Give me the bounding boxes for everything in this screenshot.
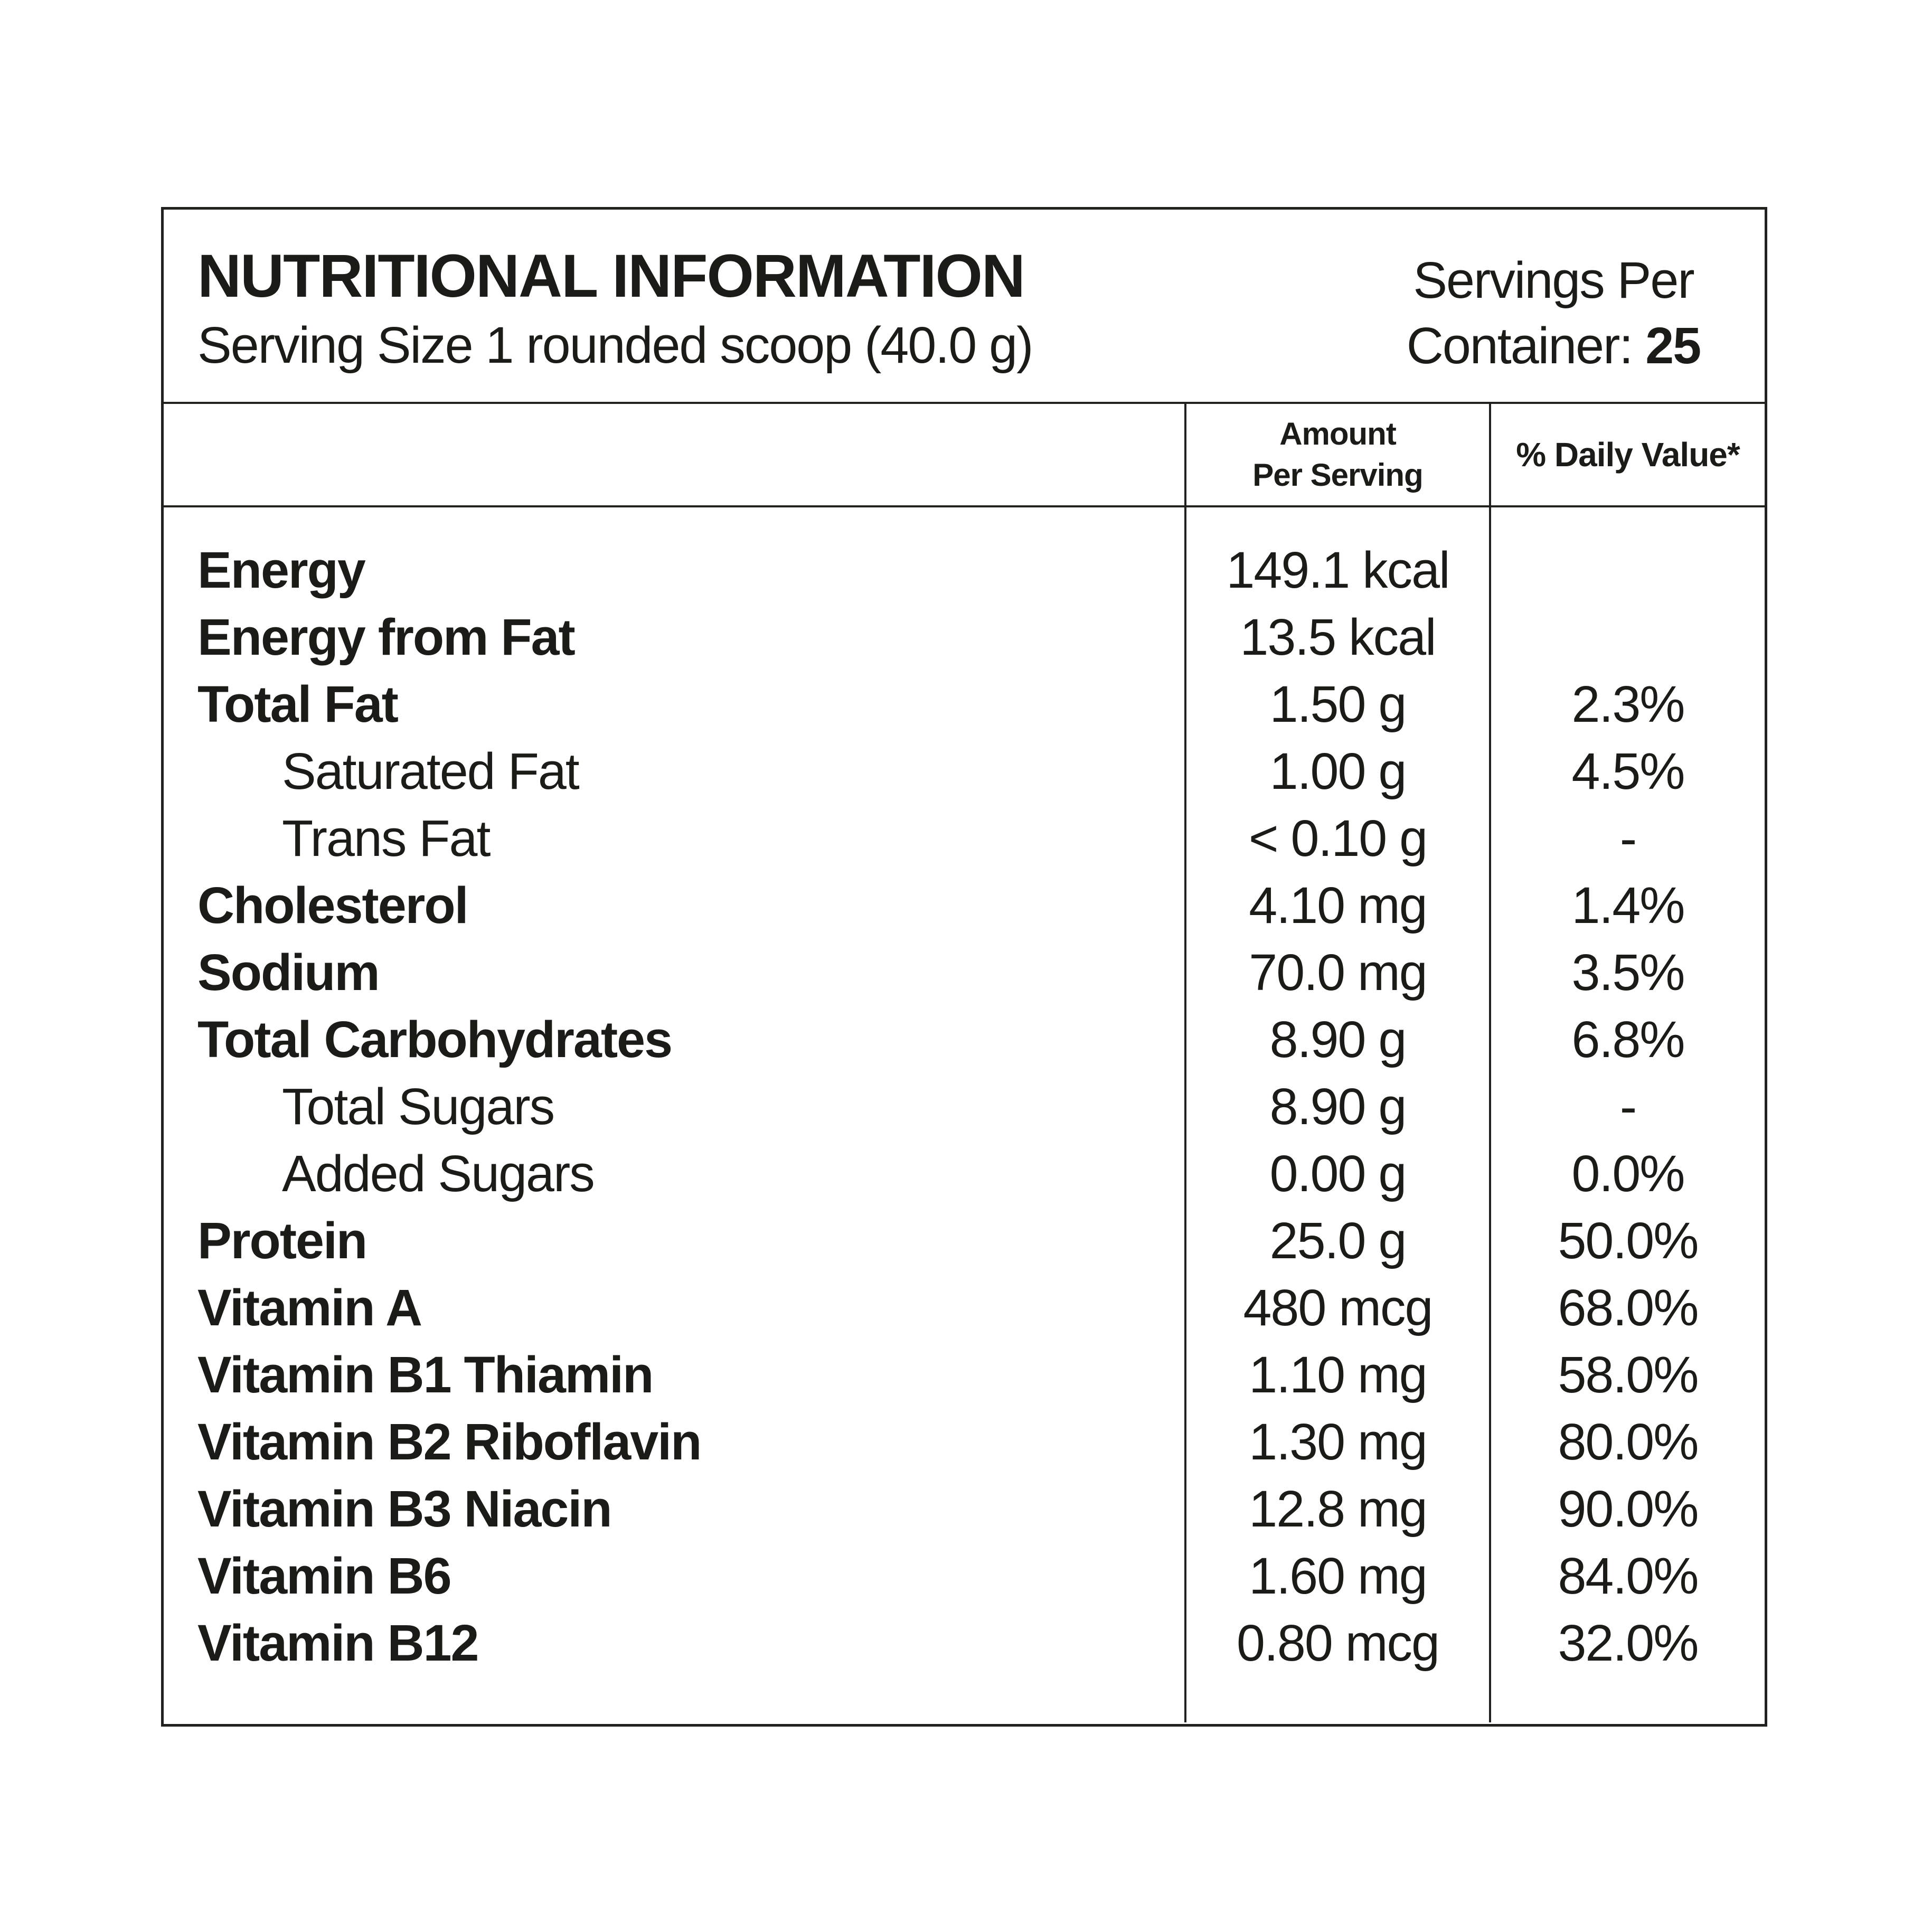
nutrient-dv: - bbox=[1619, 809, 1637, 867]
nutrient-dv bbox=[1491, 536, 1765, 604]
nutrient-amount: 0.80 mcg bbox=[1237, 1614, 1440, 1672]
nutrient-dv: 50.0% bbox=[1558, 1212, 1699, 1269]
nutrient-amount: 4.10 mg bbox=[1249, 877, 1428, 934]
nutrient-amount: 1.10 mg bbox=[1249, 1346, 1428, 1403]
nutrient-label: Vitamin A bbox=[197, 1279, 422, 1336]
nutrient-label: Total Sugars bbox=[282, 1078, 555, 1135]
nutrient-dv: 2.3% bbox=[1571, 675, 1685, 733]
servings-per-container: Servings Per Container: 25 bbox=[1342, 210, 1765, 402]
nutrient-label: Trans Fat bbox=[282, 809, 491, 867]
nutrient-label: Energy from Fat bbox=[197, 608, 576, 666]
nutrient-amount: < 0.10 g bbox=[1248, 809, 1428, 867]
nutrient-amount: 13.5 kcal bbox=[1240, 608, 1436, 666]
nutrient-label: Energy bbox=[197, 541, 366, 599]
nutrient-amount-column: 149.1 kcal 13.5 kcal 1.50 g 1.00 g < 0.10 g 4… bbox=[1184, 507, 1489, 1722]
amount-header-line2: Per Serving bbox=[1252, 457, 1424, 493]
amount-header-line1: Amount bbox=[1279, 416, 1397, 451]
nutrient-dv: 80.0% bbox=[1558, 1413, 1699, 1471]
nutrient-amount: 25.0 g bbox=[1269, 1212, 1407, 1269]
nutrient-label: Vitamin B12 bbox=[197, 1614, 479, 1672]
nutrient-amount: 149.1 kcal bbox=[1226, 541, 1450, 599]
nutrient-amount: 8.90 g bbox=[1269, 1011, 1407, 1068]
nutrient-dv: 3.5% bbox=[1571, 944, 1685, 1001]
nutrient-dv: - bbox=[1619, 1078, 1637, 1135]
nutrient-label: Vitamin B3 Niacin bbox=[197, 1480, 612, 1538]
nutrient-dv bbox=[1491, 604, 1765, 671]
column-header-spacer bbox=[164, 404, 1184, 505]
servings-per-line1: Servings Per bbox=[1413, 251, 1694, 309]
nutrient-label: Protein bbox=[197, 1212, 367, 1269]
serving-size-text: Serving Size 1 rounded scoop (40.0 g) bbox=[197, 316, 1033, 374]
nutrient-dv-column: 2.3% 4.5% - 1.4% 3.5% 6.8% - 0.0% 50.0% 68.0% 58.0… bbox=[1489, 507, 1765, 1722]
label-border-box: NUTRITIONAL INFORMATION Serving Size 1 r… bbox=[161, 207, 1767, 1727]
nutrient-amount: 1.50 g bbox=[1269, 675, 1407, 733]
nutrient-label-column: Energy Energy from Fat Total Fat Saturated … bbox=[164, 507, 1184, 1722]
nutrient-label: Cholesterol bbox=[197, 877, 469, 934]
nutrient-dv: 58.0% bbox=[1558, 1346, 1699, 1403]
nutrient-amount: 8.90 g bbox=[1269, 1078, 1407, 1135]
nutrient-dv: 0.0% bbox=[1571, 1145, 1685, 1202]
nutrient-amount: 12.8 mg bbox=[1249, 1480, 1428, 1538]
table-body: Energy Energy from Fat Total Fat Saturated … bbox=[164, 507, 1765, 1722]
nutrient-label: Saturated Fat bbox=[282, 742, 580, 800]
nutrient-amount: 0.00 g bbox=[1269, 1145, 1407, 1202]
nutrient-label: Added Sugars bbox=[282, 1145, 595, 1202]
servings-container-label: Container: bbox=[1406, 317, 1634, 375]
column-header-row: Amount Per Serving % Daily Value* bbox=[164, 404, 1765, 507]
nutrient-label: Vitamin B6 bbox=[197, 1547, 452, 1605]
nutrient-amount: 1.00 g bbox=[1269, 742, 1407, 800]
nutrient-amount: 1.60 mg bbox=[1249, 1547, 1428, 1605]
nutrient-dv: 90.0% bbox=[1558, 1480, 1699, 1538]
nutrient-dv: 1.4% bbox=[1571, 877, 1685, 934]
nutrient-dv: 84.0% bbox=[1558, 1547, 1699, 1605]
label-header: NUTRITIONAL INFORMATION Serving Size 1 r… bbox=[164, 210, 1765, 404]
label-header-left: NUTRITIONAL INFORMATION Serving Size 1 r… bbox=[164, 210, 1342, 402]
nutrient-amount: 1.30 mg bbox=[1249, 1413, 1428, 1471]
servings-per-line2: Container: 25 bbox=[1342, 313, 1765, 379]
nutrient-label: Vitamin B2 Riboflavin bbox=[197, 1413, 702, 1471]
nutrient-label: Total Fat bbox=[197, 675, 399, 733]
column-header-daily-value: % Daily Value* bbox=[1489, 404, 1765, 505]
nutrient-amount: 480 mcg bbox=[1243, 1279, 1433, 1336]
column-header-amount: Amount Per Serving bbox=[1184, 404, 1489, 505]
servings-count: 25 bbox=[1645, 317, 1701, 375]
nutrient-dv: 68.0% bbox=[1558, 1279, 1699, 1336]
nutrient-dv: 6.8% bbox=[1571, 1011, 1685, 1068]
nutrient-label: Total Carbohydrates bbox=[197, 1011, 673, 1068]
nutrient-label: Sodium bbox=[197, 944, 380, 1001]
page-title: NUTRITIONAL INFORMATION bbox=[197, 242, 1025, 310]
nutrient-label: Vitamin B1 Thiamin bbox=[197, 1346, 654, 1403]
nutrient-amount: 70.0 mg bbox=[1249, 944, 1428, 1001]
nutrient-dv: 32.0% bbox=[1558, 1614, 1699, 1672]
nutrient-dv: 4.5% bbox=[1571, 742, 1685, 800]
